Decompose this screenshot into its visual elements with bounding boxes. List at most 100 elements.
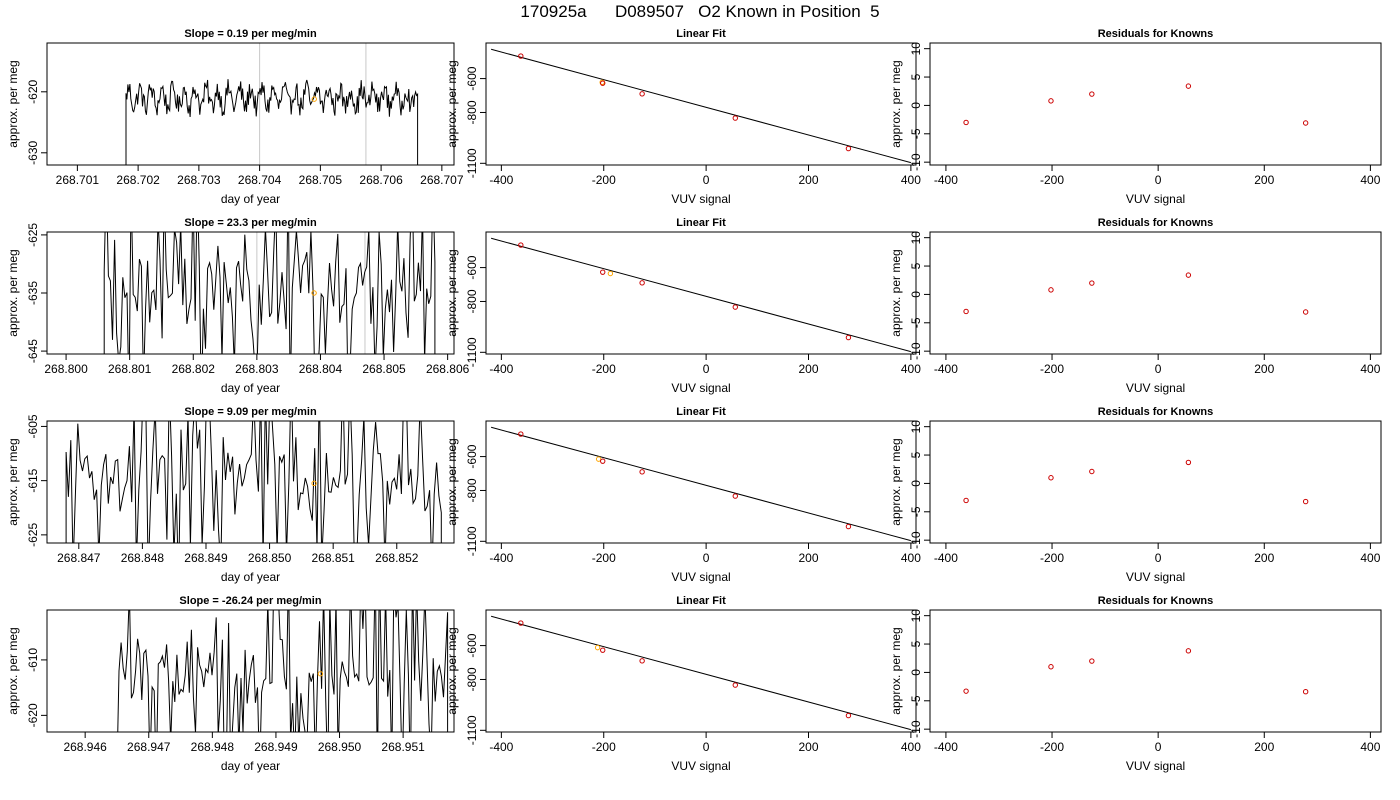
trace-line xyxy=(65,421,442,543)
x-tick-label: -400 xyxy=(934,740,958,754)
y-axis-label: approx. per meg xyxy=(445,60,459,147)
fit-line xyxy=(490,426,912,542)
y-axis-label: approx. per meg xyxy=(6,249,20,336)
plot-area xyxy=(963,272,1309,315)
fit-line xyxy=(490,48,912,164)
known-point xyxy=(1302,309,1309,315)
x-tick-label: 268.850 xyxy=(248,551,292,565)
plot-frame xyxy=(46,42,455,166)
x-tick-label: 400 xyxy=(1360,362,1380,376)
x-tick-label: -400 xyxy=(934,362,958,376)
plot-frame xyxy=(46,231,455,355)
plot-area xyxy=(125,43,419,165)
panel-4-residuals: Residuals for Knowns -400 -200 0 200 400 -10 -5… xyxy=(889,595,1382,773)
y-axis-label: approx. per meg xyxy=(445,438,459,525)
known-point xyxy=(963,308,969,315)
x-tick-label: 268.704 xyxy=(238,173,282,187)
x-tick-label: 200 xyxy=(798,740,818,754)
x-tick-label: 268.849 xyxy=(184,551,228,565)
x-tick-label: 0 xyxy=(703,740,710,754)
y-tick-label: -600 xyxy=(465,444,479,468)
plot-frame xyxy=(485,42,917,166)
y-tick-label: 5 xyxy=(909,640,923,647)
x-tick-label: 200 xyxy=(798,362,818,376)
x-tick-label: -200 xyxy=(592,173,616,187)
plot-frame xyxy=(929,609,1382,733)
known-point xyxy=(1048,287,1054,293)
known-point xyxy=(639,91,645,97)
x-tick-label: 268.847 xyxy=(57,551,101,565)
y-tick-label: -800 xyxy=(465,667,479,691)
x-axis-label: VUV signal xyxy=(671,381,730,395)
x-tick-label: 200 xyxy=(1254,362,1274,376)
y-tick-label: -1100 xyxy=(465,148,479,178)
x-tick-label: 268.848 xyxy=(121,551,165,565)
x-tick-label: 268.705 xyxy=(299,173,343,187)
y-axis-label: approx. per meg xyxy=(889,627,903,714)
known-point xyxy=(1089,91,1095,97)
sample-point xyxy=(607,270,614,277)
panel-2-linear-fit: Linear Fit -400 -200 0 200 400 -1100 -800 -600 VU… xyxy=(445,217,921,395)
trace-line xyxy=(125,79,419,165)
known-point xyxy=(1302,689,1309,695)
y-tick-label: -5 xyxy=(909,317,923,328)
known-point xyxy=(518,620,524,626)
plot-area xyxy=(490,237,912,353)
known-point xyxy=(1302,120,1309,126)
panel-title: Residuals for Knowns xyxy=(1098,595,1214,607)
known-point xyxy=(1302,498,1309,505)
y-tick-label: -645 xyxy=(26,339,40,363)
y-axis-label: approx. per meg xyxy=(445,627,459,714)
x-tick-label: 268.801 xyxy=(108,362,152,376)
known-point xyxy=(845,712,852,719)
panel-title: Slope = 9.09 per meg/min xyxy=(184,406,317,418)
x-tick-label: 400 xyxy=(1360,173,1380,187)
x-tick-label: 268.948 xyxy=(191,740,235,754)
y-tick-label: 10 xyxy=(909,231,923,245)
y-tick-label: -600 xyxy=(465,66,479,90)
y-tick-label: -10 xyxy=(909,531,923,549)
panel-4-time-series: Slope = -26.24 per meg/min 268.946 268.947… xyxy=(6,595,455,773)
x-tick-label: 268.852 xyxy=(375,551,419,565)
x-tick-label: 268.802 xyxy=(172,362,216,376)
panel-title: Slope = 0.19 per meg/min xyxy=(184,28,317,40)
x-axis-label: day of year xyxy=(221,759,280,773)
x-axis-label: VUV signal xyxy=(671,192,730,206)
x-tick-label: 0 xyxy=(1155,173,1162,187)
x-tick-label: -400 xyxy=(934,551,958,565)
plot-frame xyxy=(929,231,1382,355)
y-tick-label: 5 xyxy=(909,451,923,458)
x-tick-label: 268.949 xyxy=(254,740,298,754)
known-point xyxy=(600,647,606,653)
x-tick-label: 0 xyxy=(1155,740,1162,754)
panel-3-linear-fit: Linear Fit -400 -200 0 200 400 -1100 -800 -600 VU… xyxy=(445,406,921,584)
sample-point xyxy=(317,671,324,677)
y-tick-label: -625 xyxy=(26,523,40,547)
y-tick-label: -800 xyxy=(465,478,479,502)
known-point xyxy=(639,658,645,664)
y-tick-label: -5 xyxy=(909,128,923,139)
x-tick-label: 400 xyxy=(1360,740,1380,754)
plot-frame xyxy=(46,420,455,544)
x-tick-label: -200 xyxy=(592,551,616,565)
x-tick-label: -400 xyxy=(489,173,513,187)
x-tick-label: 268.951 xyxy=(381,740,425,754)
x-tick-label: 200 xyxy=(798,173,818,187)
x-tick-label: 200 xyxy=(798,551,818,565)
plot-area xyxy=(963,459,1309,505)
y-axis-label: approx. per meg xyxy=(6,438,20,525)
x-tick-label: 200 xyxy=(1254,740,1274,754)
known-point xyxy=(845,334,852,341)
x-tick-label: 0 xyxy=(703,173,710,187)
x-tick-label: 268.946 xyxy=(63,740,107,754)
x-axis-label: day of year xyxy=(221,381,280,395)
plot-area xyxy=(490,426,912,542)
x-tick-label: 0 xyxy=(703,362,710,376)
y-tick-label: 0 xyxy=(909,480,923,487)
y-tick-label: 0 xyxy=(909,669,923,676)
y-axis-label: approx. per meg xyxy=(445,249,459,336)
panel-1-residuals: Residuals for Knowns -400 -200 0 200 400 -10 -5… xyxy=(889,28,1382,206)
panel-title: Slope = 23.3 per meg/min xyxy=(184,217,317,229)
sample-point xyxy=(595,456,602,462)
panel-title: Linear Fit xyxy=(676,406,726,418)
